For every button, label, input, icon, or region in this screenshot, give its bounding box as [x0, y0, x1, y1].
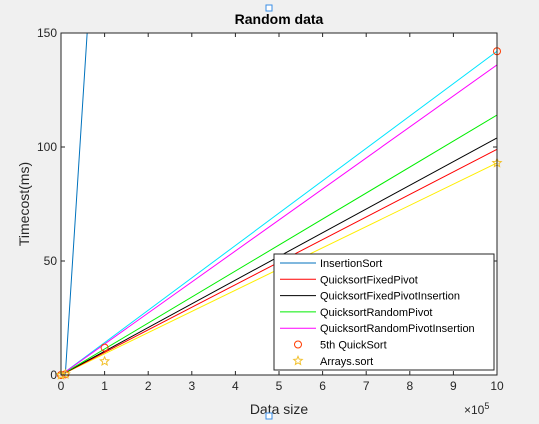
marker-arrays-sort-1: [55, 369, 67, 380]
legend-entries: InsertionSort QuicksortFixedPivot Quicksor…: [280, 258, 475, 368]
legend-label: QuicksortRandomPivotInsertion: [320, 323, 475, 335]
bottom-resize-handle[interactable]: [265, 412, 273, 420]
x-exponent-label: ×105: [464, 401, 489, 417]
y-tick-label: 150: [37, 26, 57, 40]
legend: InsertionSort QuicksortFixedPivot Quicksor…: [273, 253, 495, 371]
legend-label: InsertionSort: [320, 258, 382, 270]
chart-title: Random data: [235, 11, 324, 27]
series-line-quicksortrandompivot: [61, 114, 497, 375]
y-axis-label: Timecost(ms): [16, 162, 32, 246]
x-tick-label: 7: [363, 379, 370, 393]
series-line-quicksortrandompivotinsertion: [61, 64, 497, 375]
legend-label: Arrays.sort: [320, 356, 373, 368]
x-exponent-power: 5: [484, 401, 489, 411]
legend-label: QuicksortFixedPivot: [320, 274, 418, 286]
legend-label: QuicksortRandomPivot: [320, 307, 433, 319]
x-tick-label: 10: [490, 379, 504, 393]
marker-arrays-sort-2: [59, 368, 71, 380]
top-resize-handle[interactable]: [265, 4, 273, 12]
x-tick-label: 9: [450, 379, 457, 393]
y-tick-label: 50: [44, 254, 58, 268]
x-tick-label: 3: [188, 379, 195, 393]
x-tick-label: 1: [101, 379, 108, 393]
x-tick-label: 2: [145, 379, 152, 393]
legend-label: QuicksortFixedPivotInsertion: [320, 291, 460, 303]
legend-label: 5th QuickSort: [320, 340, 387, 352]
marker-arrays-sort-3: [99, 355, 111, 367]
marker-5th-quicksort-3: [100, 343, 109, 352]
y-tick-label: 100: [37, 140, 57, 154]
x-tick-label: 8: [406, 379, 413, 393]
legend-swatch: [292, 354, 304, 366]
x-tick-label: 4: [232, 379, 239, 393]
x-tick-label: 0: [58, 379, 65, 393]
x-tick-label: 5: [276, 379, 283, 393]
x-axis-label: Data size: [250, 401, 309, 417]
legend-swatch: [294, 340, 302, 349]
y-tick-label: 0: [50, 368, 57, 382]
extra-line-1: [61, 50, 497, 375]
x-tick-label: 6: [319, 379, 326, 393]
